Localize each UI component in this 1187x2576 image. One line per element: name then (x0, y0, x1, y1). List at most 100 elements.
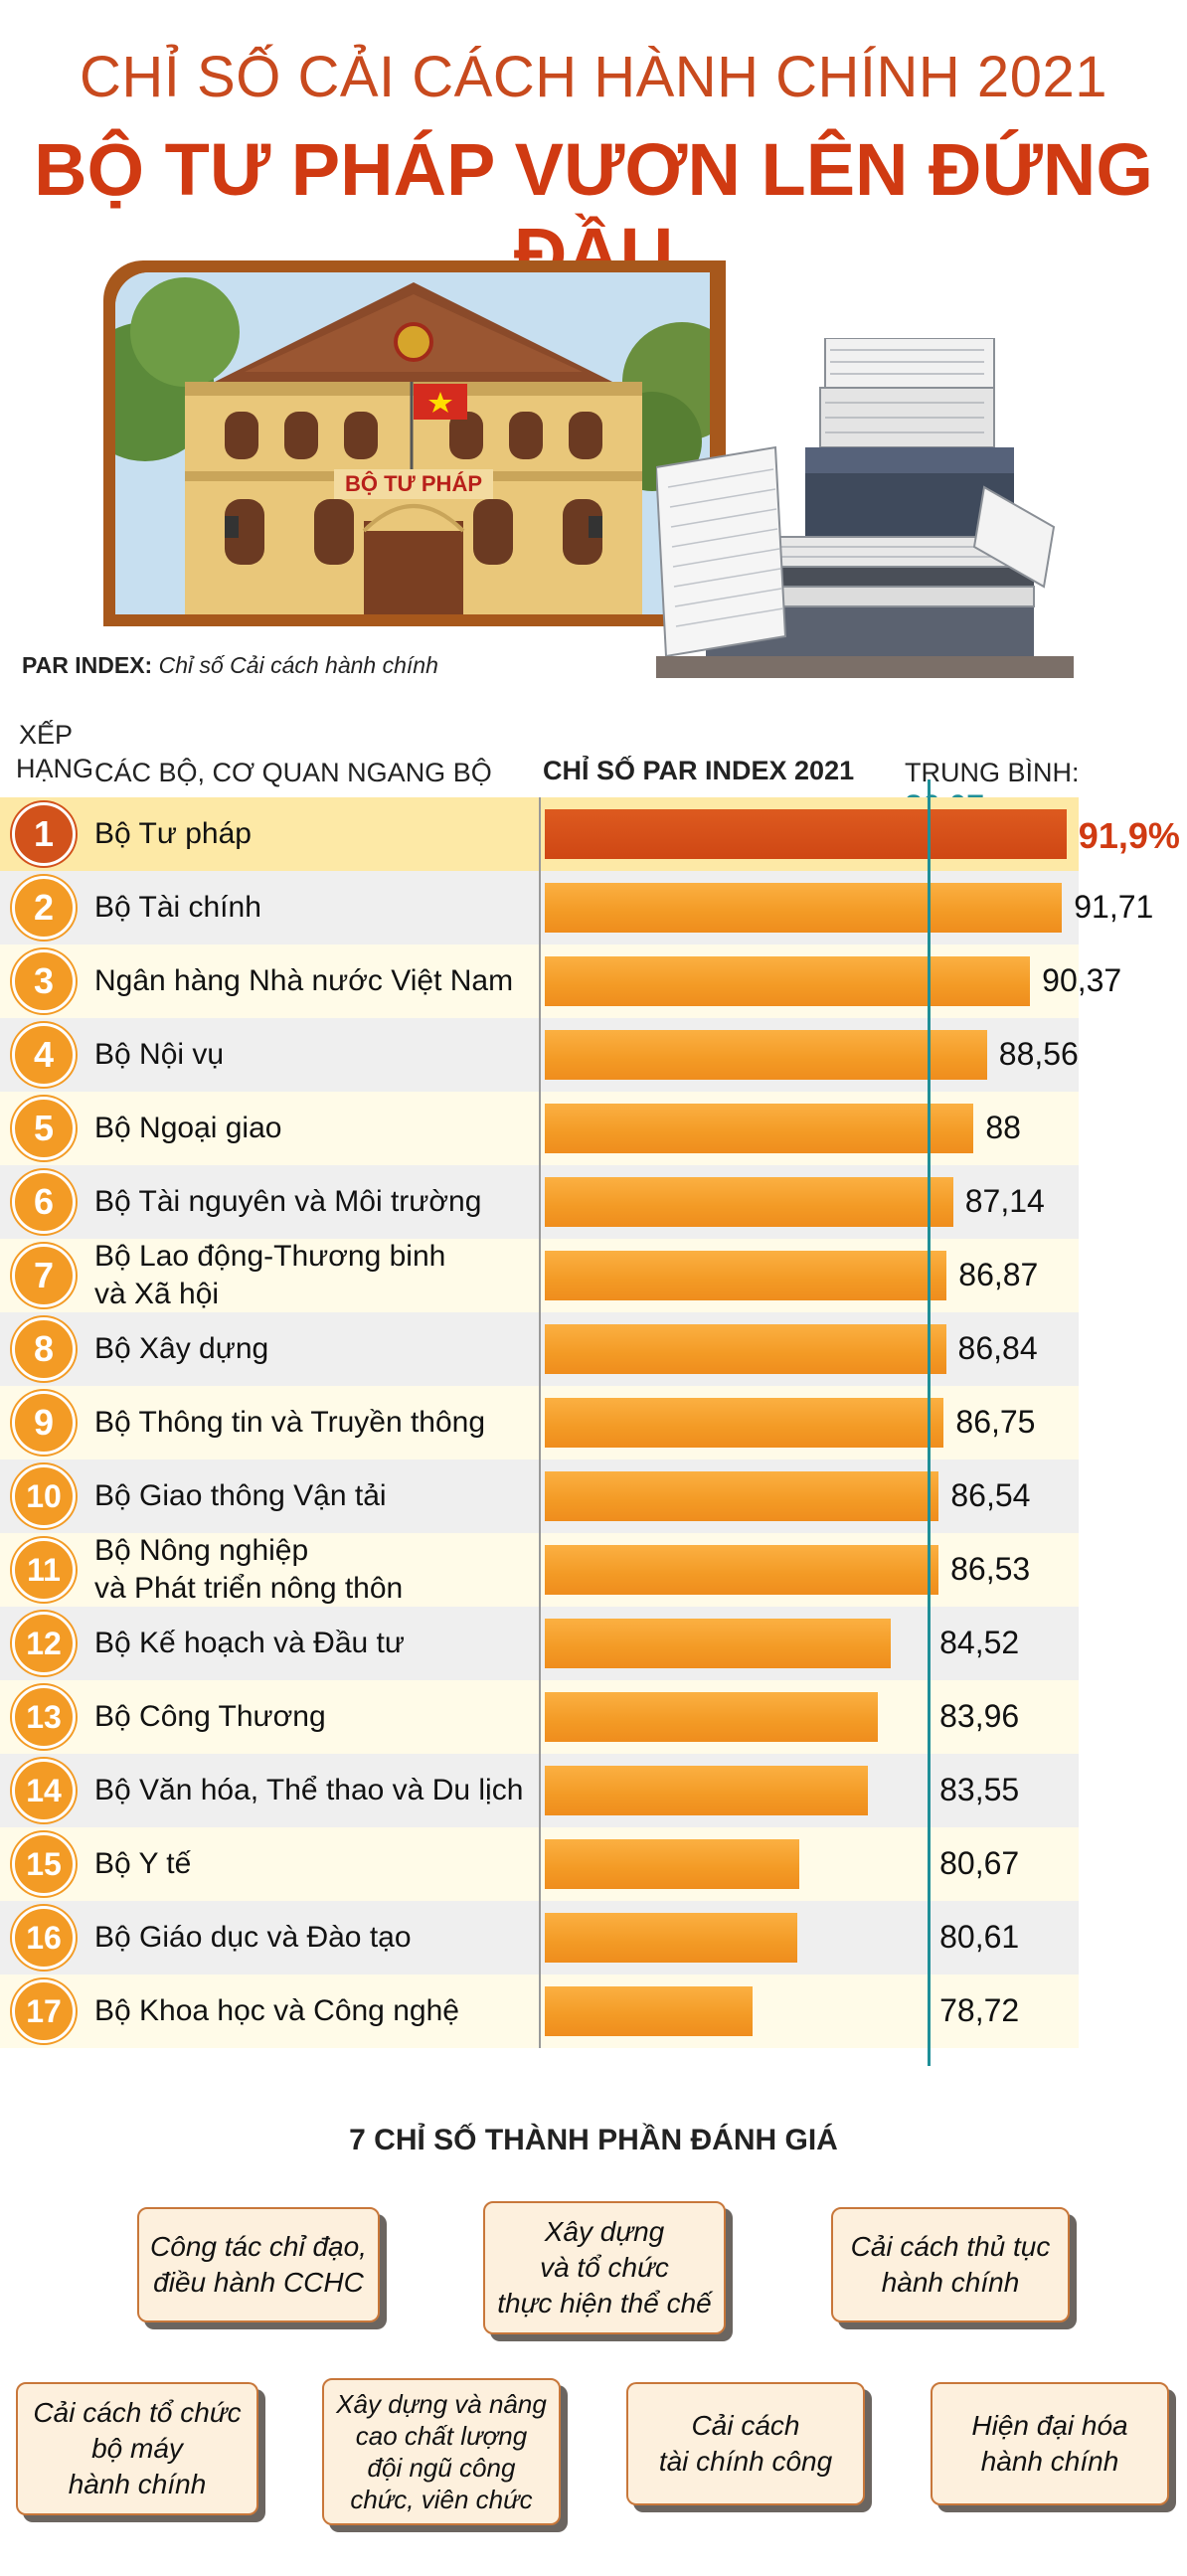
component-card: Công tác chỉ đạo, điều hành CCHC (137, 2207, 380, 2322)
value-label: 87,14 (964, 1183, 1045, 1219)
bar (545, 883, 1063, 933)
value-label: 83,55 (939, 1772, 1020, 1807)
component-card: Hiện đại hóa hành chính (931, 2382, 1169, 2505)
chart-row: 6 Bộ Tài nguyên và Môi trường 87,14 (0, 1165, 1187, 1239)
rank-column-header: XẾP HẠNG (16, 720, 94, 783)
value-label: 80,67 (939, 1845, 1020, 1881)
chart-row: 9 Bộ Thông tin và Truyền thông 86,75 (0, 1386, 1187, 1460)
org-name: Bộ Ngoại giao (94, 1112, 282, 1144)
bar (545, 1913, 798, 1963)
value-label: 78,72 (939, 1992, 1020, 2028)
org-column-header: CÁC BỘ, CƠ QUAN NGANG BỘ (94, 758, 492, 787)
bar (545, 1692, 878, 1742)
value-label: 88,56 (998, 1036, 1079, 1072)
org-name: Bộ Nông nghiệp và Phát triển nông thôn (94, 1534, 404, 1605)
rank-badge: 13 (12, 1685, 76, 1749)
bar (545, 1104, 974, 1153)
chart-row: 8 Bộ Xây dựng 86,84 (0, 1312, 1187, 1386)
bar (545, 1766, 868, 1815)
value-label: 86,54 (950, 1477, 1031, 1513)
rank-badge: 6 (12, 1170, 76, 1234)
org-name: Bộ Công Thương (94, 1700, 326, 1733)
value-label: 86,53 (950, 1551, 1031, 1587)
chart-axis-line (539, 797, 541, 2048)
rank-badge: 5 (12, 1097, 76, 1160)
bar (545, 1324, 946, 1374)
rank-badge: 17 (12, 1979, 76, 2043)
title-line-2: BỘ TƯ PHÁP VƯƠN LÊN ĐỨNG ĐẦU (34, 128, 1153, 295)
ministry-building-photo: BỘ TƯ PHÁP (103, 260, 726, 626)
rank-badge: 7 (12, 1244, 76, 1307)
bar (545, 956, 1031, 1006)
rank-badge: 10 (12, 1464, 76, 1528)
rank-badge: 9 (12, 1391, 76, 1455)
chart-row: 1 Bộ Tư pháp 91,9% (0, 797, 1187, 871)
org-name: Bộ Tư pháp (94, 817, 252, 850)
chart-row: 17 Bộ Khoa học và Công nghệ 78,72 (0, 1975, 1187, 2048)
ministry-sign: BỘ TƯ PHÁP (334, 469, 493, 499)
component-card: Cải cách tài chính công (626, 2382, 865, 2505)
value-label: 88 (985, 1110, 1021, 1145)
rank-badge: 11 (12, 1538, 76, 1602)
rank-badge: 15 (12, 1832, 76, 1896)
rank-badge: 8 (12, 1317, 76, 1381)
bar (545, 1030, 987, 1080)
component-card: Xây dựng và nâng cao chất lượng đội ngũ … (322, 2378, 561, 2525)
value-label: 83,96 (939, 1698, 1020, 1734)
value-label: 86,87 (958, 1257, 1039, 1292)
chart-row: 15 Bộ Y tế 80,67 (0, 1827, 1187, 1901)
chart-row: 3 Ngân hàng Nhà nước Việt Nam 90,37 (0, 945, 1187, 1018)
value-label: 84,52 (939, 1625, 1020, 1660)
par-index-note: PAR INDEX: Chỉ số Cải cách hành chính (22, 652, 438, 679)
value-label: 86,75 (955, 1404, 1036, 1440)
bar (545, 1545, 939, 1595)
org-name: Bộ Y tế (94, 1847, 192, 1880)
document-stacks-illustration (656, 338, 1074, 678)
par-index-desc: Chỉ số Cải cách hành chính (158, 652, 438, 678)
org-name: Bộ Tài chính (94, 891, 261, 924)
bar (545, 1619, 891, 1668)
org-name: Bộ Nội vụ (94, 1038, 225, 1071)
chart-row: 5 Bộ Ngoại giao 88 (0, 1092, 1187, 1165)
org-name: Bộ Khoa học và Công nghệ (94, 1994, 459, 2027)
value-label: 80,61 (939, 1919, 1020, 1955)
org-name: Bộ Văn hóa, Thể thao và Du lịch (94, 1774, 524, 1806)
value-label: 86,84 (957, 1330, 1038, 1366)
value-label: 90,37 (1042, 962, 1122, 998)
bar (545, 1986, 753, 2036)
rank-badge: 12 (12, 1612, 76, 1675)
component-card: Xây dựng và tổ chức thực hiện thể chế (483, 2201, 726, 2334)
bar (545, 1471, 939, 1521)
org-name: Bộ Giao thông Vận tải (94, 1479, 387, 1512)
bar (545, 1177, 953, 1227)
chart-row: 16 Bộ Giáo dục và Đào tạo 80,61 (0, 1901, 1187, 1975)
chart-row: 14 Bộ Văn hóa, Thể thao và Du lịch 83,55 (0, 1754, 1187, 1827)
value-label: 91,71 (1074, 889, 1154, 925)
component-card: Cải cách tổ chức bộ máy hành chính (16, 2382, 258, 2515)
org-name: Bộ Thông tin và Truyền thông (94, 1406, 486, 1439)
org-name: Bộ Tài nguyên và Môi trường (94, 1185, 482, 1218)
chart-row: 12 Bộ Kế hoạch và Đầu tư 84,52 (0, 1607, 1187, 1680)
rank-badge: 1 (12, 802, 76, 866)
rank-badge: 14 (12, 1759, 76, 1822)
org-name: Bộ Lao động-Thương binh và Xã hội (94, 1240, 446, 1310)
components-title: 7 CHỈ SỐ THÀNH PHẦN ĐÁNH GIÁ (349, 2124, 838, 2156)
rank-badge: 16 (12, 1906, 76, 1970)
average-line (928, 779, 932, 2066)
rank-badge: 4 (12, 1023, 76, 1087)
value-label: 91,9% (1078, 815, 1180, 856)
average-label-text: TRUNG BÌNH: (905, 758, 1080, 787)
bar (545, 1398, 944, 1448)
chart-row: 4 Bộ Nội vụ 88,56 (0, 1018, 1187, 1092)
title-line-1: CHỈ SỐ CẢI CÁCH HÀNH CHÍNH 2021 (80, 45, 1107, 109)
chart-column-header: CHỈ SỐ PAR INDEX 2021 (543, 756, 855, 785)
rank-badge: 2 (12, 876, 76, 940)
org-name: Bộ Giáo dục và Đào tạo (94, 1921, 412, 1954)
org-name: Bộ Kế hoạch và Đầu tư (94, 1627, 405, 1659)
chart-row: 7 Bộ Lao động-Thương binh và Xã hội 86,87 (0, 1239, 1187, 1312)
org-name: Ngân hàng Nhà nước Việt Nam (94, 964, 514, 997)
org-name: Bộ Xây dựng (94, 1332, 269, 1365)
chart-row: 11 Bộ Nông nghiệp và Phát triển nông thôn… (0, 1533, 1187, 1607)
par-index-label: PAR INDEX: (22, 652, 153, 678)
chart-row: 10 Bộ Giao thông Vận tải 86,54 (0, 1460, 1187, 1533)
